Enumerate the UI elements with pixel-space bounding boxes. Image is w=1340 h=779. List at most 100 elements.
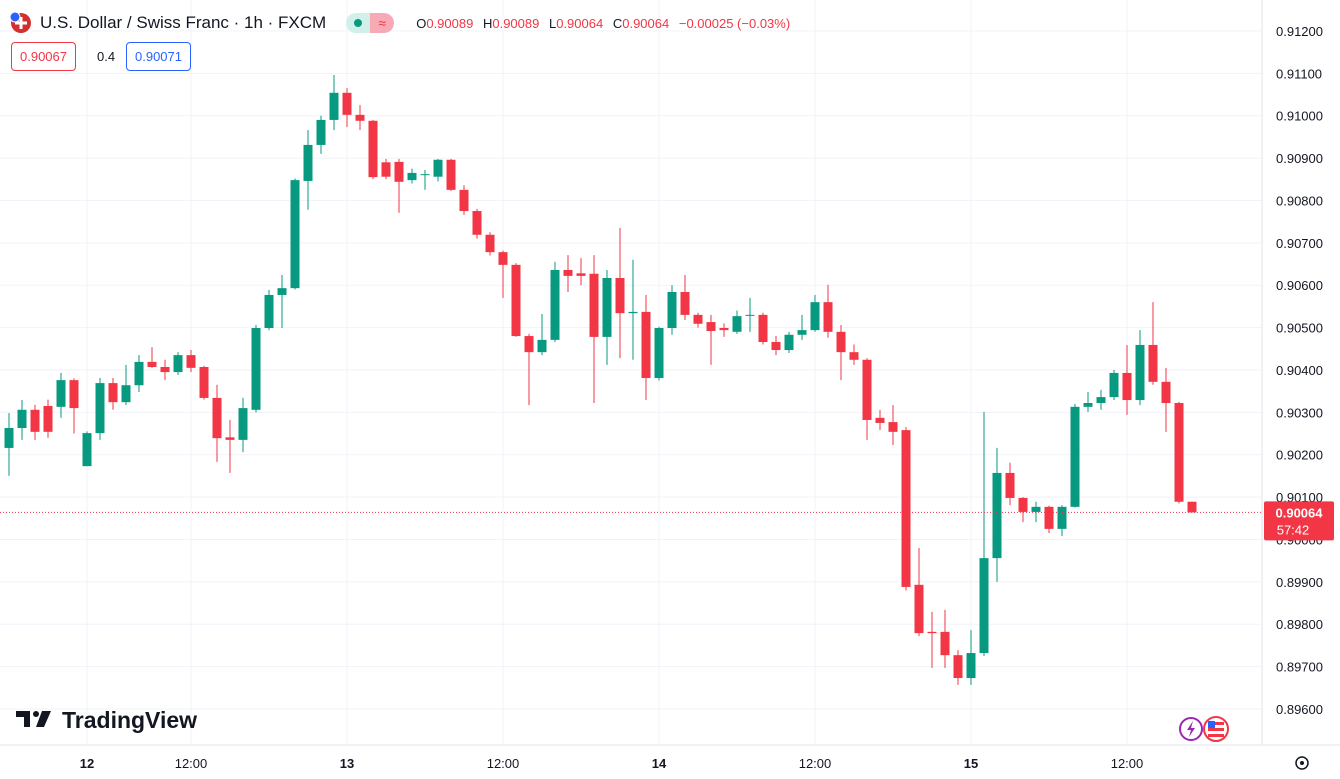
flag-stripe — [1208, 728, 1224, 731]
candle-body — [823, 302, 833, 332]
candle-body — [342, 92, 352, 115]
candle-body — [966, 653, 976, 679]
candle-body — [264, 294, 274, 329]
candle-body — [576, 273, 586, 276]
candle-body — [862, 359, 872, 420]
candle-body — [199, 366, 209, 398]
y-tick-label: 0.90200 — [1276, 448, 1323, 463]
candle-body — [1187, 501, 1197, 513]
countdown: 57:42 — [1277, 522, 1310, 537]
buy-button[interactable]: 0.90071 — [126, 42, 191, 71]
candle-body — [147, 361, 157, 367]
candle-body — [524, 336, 534, 353]
candle-body — [745, 314, 755, 316]
cross — [15, 21, 27, 25]
symbol-title: U.S. Dollar / Swiss Franc · 1h · FXCM — [40, 13, 327, 32]
candle-body — [1174, 403, 1184, 502]
y-tick-label: 0.90500 — [1276, 321, 1323, 336]
candle-body — [381, 162, 391, 177]
candle-body — [550, 269, 560, 340]
candle-body — [108, 383, 118, 403]
candle-body — [316, 119, 326, 145]
last-price-box — [1264, 501, 1334, 541]
y-tick-label: 0.89800 — [1276, 617, 1323, 632]
candle-body — [1057, 506, 1067, 529]
y-tick-label: 0.90900 — [1276, 151, 1323, 166]
candle-body — [1161, 381, 1171, 404]
candle-body — [173, 355, 183, 373]
candle-body — [615, 277, 625, 314]
logo: TradingView — [16, 707, 197, 733]
candle-body — [290, 180, 300, 289]
grid — [0, 0, 1262, 745]
logo-mark — [16, 711, 30, 727]
x-tick-label: 12:00 — [1111, 756, 1144, 771]
candle-body — [485, 234, 495, 253]
candle-body — [654, 328, 664, 379]
ohlc: O0.90089 H0.90089 L0.90064 C0.90064 −0.0… — [416, 16, 796, 31]
candle-body — [212, 397, 222, 439]
candle-body — [589, 273, 599, 337]
spread: 0.4 — [97, 49, 116, 64]
h-label: H — [482, 15, 493, 31]
candle-body — [875, 417, 885, 423]
candle-body — [446, 159, 456, 190]
candle-body — [225, 437, 235, 440]
flag-canton — [1208, 721, 1215, 728]
header: U.S. Dollar / Swiss Franc · 1h · FXCM ≈ … — [10, 10, 796, 36]
candle-body — [1135, 344, 1145, 401]
x-tick-label: 13 — [340, 756, 354, 771]
candle-body — [1070, 406, 1080, 507]
candle-body — [56, 380, 66, 407]
candle-body — [433, 159, 443, 177]
candle-body — [1031, 506, 1041, 512]
candle-body — [186, 355, 196, 368]
candle-body — [706, 322, 716, 331]
candle-body — [667, 291, 677, 329]
x-tick-label: 15 — [964, 756, 978, 771]
axes: 0.91200 0.91100 0.91000 0.90900 0.90800 0.907… — [0, 24, 1334, 771]
candle-body — [329, 92, 339, 120]
candle-body — [758, 314, 768, 342]
settings-icon[interactable] — [1295, 756, 1309, 770]
open: 0.90089 — [426, 15, 474, 31]
x-tick-label: 12:00 — [487, 756, 520, 771]
flag-circle — [10, 12, 21, 23]
candle-body — [836, 331, 846, 353]
candle-body — [1083, 403, 1093, 407]
candle-body — [30, 409, 40, 432]
candle-body — [602, 277, 612, 337]
candle-body — [472, 211, 482, 235]
settings-dot — [1300, 761, 1304, 765]
logo-text: TradingView — [62, 707, 197, 733]
high: 0.90089 — [492, 15, 540, 31]
x-tick-label: 14 — [652, 756, 667, 771]
y-tick-label: 0.90600 — [1276, 278, 1323, 293]
candle-body — [1018, 497, 1028, 512]
candle-body — [797, 330, 807, 335]
status-pill[interactable]: ≈ — [346, 13, 395, 33]
bottom-icons — [1179, 716, 1309, 770]
candle-body — [134, 361, 144, 386]
candle-body — [1096, 397, 1106, 404]
candle-body — [1122, 372, 1132, 401]
y-tick-label: 0.89900 — [1276, 575, 1323, 590]
candle-body — [1044, 506, 1054, 529]
y-tick-label: 0.91200 — [1276, 24, 1323, 39]
y-tick-label: 0.90700 — [1276, 236, 1323, 251]
candle-body — [368, 120, 378, 178]
flag-stripe — [1208, 722, 1224, 725]
candle-body — [914, 584, 924, 634]
last-price-label: 0.90064 — [1276, 505, 1324, 520]
candle-body — [693, 314, 703, 324]
sell-button[interactable]: 0.90067 — [11, 42, 76, 71]
candle-body — [355, 114, 365, 121]
candle-body — [82, 433, 92, 467]
candle-body — [394, 161, 404, 182]
y-tick-label: 0.91000 — [1276, 109, 1323, 124]
candle-body — [940, 631, 950, 656]
symbol-icon — [10, 12, 31, 33]
candle-body — [1148, 344, 1158, 382]
candle-body — [810, 302, 820, 331]
